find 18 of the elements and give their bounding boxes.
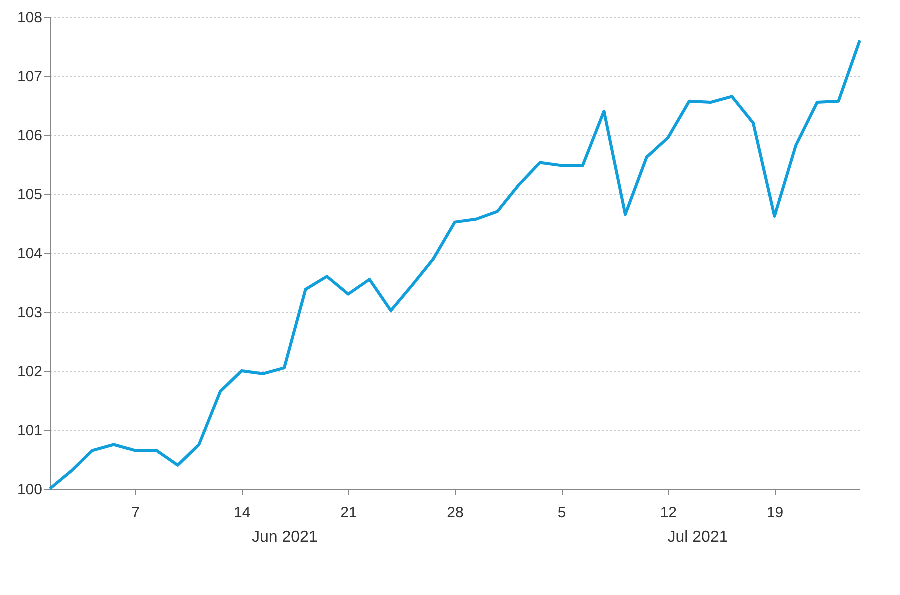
x-tick-label: 21 [340, 504, 358, 522]
y-tick-label: 102 [17, 364, 42, 380]
y-tick-label: 103 [17, 304, 42, 322]
y-tick-label: 100 [17, 482, 42, 498]
x-tick-label: 14 [234, 504, 251, 522]
y-tick-label: 104 [17, 246, 42, 262]
x-tick-label: 12 [660, 504, 677, 522]
x-tick-label: 5 [558, 504, 566, 522]
y-tick-label: 105 [17, 186, 42, 204]
y-tick-label: 106 [17, 128, 42, 144]
x-tick-label: 7 [132, 504, 140, 522]
y-tick-label: 108 [17, 10, 42, 26]
text: Jun 2021 [252, 529, 318, 546]
x-tick-label: 28 [447, 504, 464, 522]
y-tick-label: 101 [17, 422, 42, 440]
y-tick-label: 107 [17, 68, 42, 86]
x-tick-label: 19 [766, 504, 784, 522]
text: Jul 2021 [668, 529, 728, 546]
